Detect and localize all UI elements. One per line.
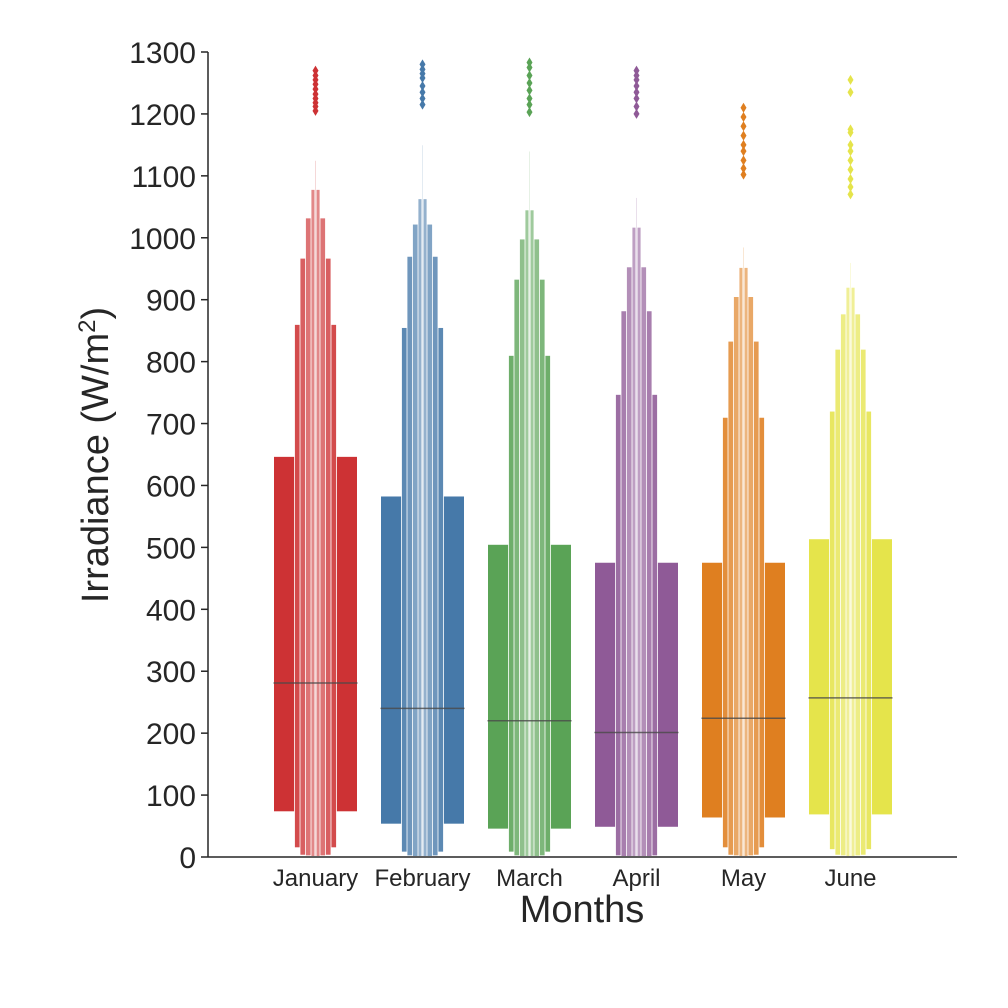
y-axis-title-main: Irradiance (W/m <box>75 333 117 603</box>
outlier-point <box>419 81 426 92</box>
x-tick-label: February <box>374 865 470 892</box>
x-tick-label: January <box>273 865 358 892</box>
x-axis-title: Months <box>520 889 645 931</box>
outlier-point <box>847 173 854 184</box>
outlier-point <box>847 146 854 157</box>
boxen-tail-box <box>421 144 424 857</box>
outlier-point <box>740 121 747 132</box>
outlier-point <box>740 139 747 150</box>
boxen-tail-box <box>742 246 745 857</box>
outlier-point <box>633 87 640 98</box>
y-tick-label: 1300 <box>129 37 196 70</box>
boxen-tail-box <box>314 159 317 857</box>
x-tick-label: June <box>824 865 876 892</box>
y-tick-label: 1000 <box>129 223 196 256</box>
boxen-group <box>701 102 786 857</box>
x-tick-label: May <box>721 865 766 892</box>
outlier-point <box>633 65 640 76</box>
outlier-point <box>419 99 426 110</box>
y-tick-label: 0 <box>179 842 196 875</box>
boxen-group <box>273 65 358 857</box>
outlier-point <box>419 59 426 70</box>
outlier-point <box>526 85 533 96</box>
outlier-point <box>633 93 640 104</box>
y-tick-label: 600 <box>146 470 196 503</box>
outlier-point <box>633 108 640 119</box>
boxen-tail-box <box>849 262 852 857</box>
x-tick-label: March <box>496 865 563 892</box>
y-tick-label: 900 <box>146 285 196 318</box>
outlier-point <box>526 57 533 68</box>
outlier-point <box>740 112 747 123</box>
outlier-point <box>740 102 747 113</box>
outlier-point <box>847 181 854 192</box>
y-tick-label: 1100 <box>131 161 196 194</box>
outlier-point <box>740 169 747 180</box>
x-axis-ticks: January February March April May June <box>273 865 877 892</box>
plot-area <box>273 57 893 857</box>
outlier-point <box>633 101 640 112</box>
outlier-point <box>740 163 747 174</box>
outlier-point <box>847 87 854 98</box>
y-axis-title: Irradiance (W/m2) <box>74 307 118 603</box>
outlier-point <box>633 81 640 92</box>
outlier-point <box>740 130 747 141</box>
y-tick-label: 100 <box>146 780 196 813</box>
outlier-point <box>526 93 533 104</box>
outlier-point <box>847 139 854 150</box>
outlier-point <box>847 74 854 85</box>
y-tick-label: 300 <box>146 656 196 689</box>
y-axis-title-superscript: 2 <box>74 320 101 333</box>
outlier-point <box>419 87 426 98</box>
outlier-point <box>847 164 854 175</box>
boxen-group <box>808 74 893 857</box>
boxen-tail-box <box>528 150 531 857</box>
x-tick-label: April <box>612 865 660 892</box>
outlier-point <box>419 93 426 104</box>
y-tick-label: 500 <box>146 532 196 565</box>
y-tick-label: 200 <box>146 718 196 751</box>
outlier-point <box>526 99 533 110</box>
outlier-point <box>847 155 854 166</box>
y-axis-ticks: 0 100 200 300 400 500 600 700 800 900 1000 1100 1200… <box>129 37 208 875</box>
outlier-point <box>526 107 533 118</box>
y-tick-label: 800 <box>146 347 196 380</box>
boxen-tail-box <box>635 197 638 857</box>
outlier-point <box>740 146 747 157</box>
outlier-point <box>312 65 319 76</box>
y-tick-label: 400 <box>146 594 196 627</box>
boxen-group <box>380 59 465 857</box>
y-axis-title-close: ) <box>75 307 117 320</box>
outlier-point <box>526 70 533 81</box>
outlier-point <box>526 77 533 88</box>
outlier-point <box>740 155 747 166</box>
outlier-point <box>847 189 854 200</box>
outlier-point <box>847 124 854 135</box>
y-tick-label: 1200 <box>129 99 196 132</box>
boxen-group <box>594 65 679 857</box>
boxen-group <box>487 57 572 857</box>
y-tick-label: 700 <box>146 409 196 442</box>
